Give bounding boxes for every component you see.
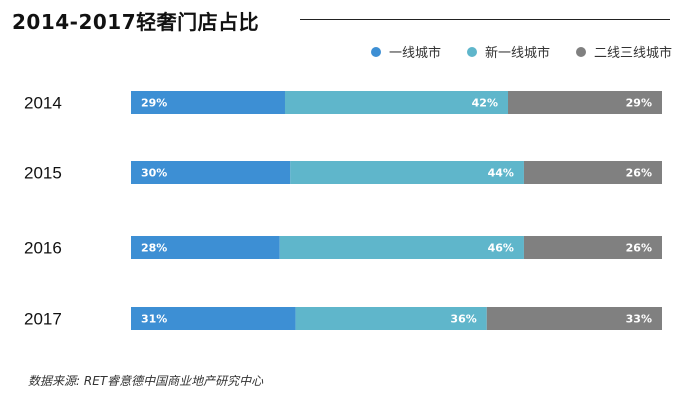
data-label-2017-tier2-3: 33% xyxy=(626,313,652,326)
bar-segment-2017-tier2-3 xyxy=(486,307,662,330)
data-label-2015-tier2-3: 26% xyxy=(626,167,652,180)
year-label-2017: 2017 xyxy=(24,310,62,329)
data-label-2014-new-tier1: 42% xyxy=(472,97,498,110)
bar-segment-2015-new-tier1 xyxy=(290,161,524,184)
legend-marker-new-tier1 xyxy=(466,46,477,57)
legend-label-new-tier1: 新一线城市 xyxy=(484,46,550,61)
title-rule xyxy=(300,19,670,20)
legend-label-tier1: 一线城市 xyxy=(388,46,441,61)
legend-item-tier1: 一线城市 xyxy=(370,42,441,61)
source-note: 数据来源: RET睿意德中国商业地产研究中心 xyxy=(28,374,264,388)
bar-segment-2014-new-tier1 xyxy=(284,91,509,114)
bar-segment-2014-tier2-3 xyxy=(508,91,662,114)
data-label-2015-tier1: 30% xyxy=(141,167,167,180)
legend-label-tier2-3: 二线三线城市 xyxy=(593,46,672,61)
bar-segment-2015-tier1 xyxy=(131,161,291,184)
bar-segment-2015-tier2-3 xyxy=(523,161,662,184)
data-label-2017-tier1: 31% xyxy=(141,313,167,326)
data-label-2015-new-tier1: 44% xyxy=(488,167,514,180)
legend-item-tier2-3: 二线三线城市 xyxy=(575,42,672,61)
legend: 一线城市 新一线城市 二线三线城市 xyxy=(370,42,672,61)
bar-segment-2016-tier2-3 xyxy=(523,236,662,259)
bar-segment-2016-new-tier1 xyxy=(279,236,524,259)
year-label-2014: 2014 xyxy=(24,94,62,113)
year-label-2015: 2015 xyxy=(24,164,62,183)
legend-marker-tier2-3 xyxy=(575,46,586,57)
legend-item-new-tier1: 新一线城市 xyxy=(466,42,550,61)
data-label-2017-new-tier1: 36% xyxy=(450,313,476,326)
data-label-2016-new-tier1: 46% xyxy=(488,242,514,255)
bar-segment-2017-new-tier1 xyxy=(295,307,487,330)
data-label-2016-tier1: 28% xyxy=(141,242,167,255)
data-label-2014-tier2-3: 29% xyxy=(626,97,652,110)
chart-title: 2014-2017轻奢门店占比 xyxy=(12,10,260,34)
data-label-2014-tier1: 29% xyxy=(141,97,167,110)
bar-segment-2016-tier1 xyxy=(131,236,280,259)
bar-segment-2017-tier1 xyxy=(131,307,296,330)
data-label-2016-tier2-3: 26% xyxy=(626,242,652,255)
legend-marker-tier1 xyxy=(370,46,381,57)
bar-segment-2014-tier1 xyxy=(131,91,285,114)
year-label-2016: 2016 xyxy=(24,239,62,258)
